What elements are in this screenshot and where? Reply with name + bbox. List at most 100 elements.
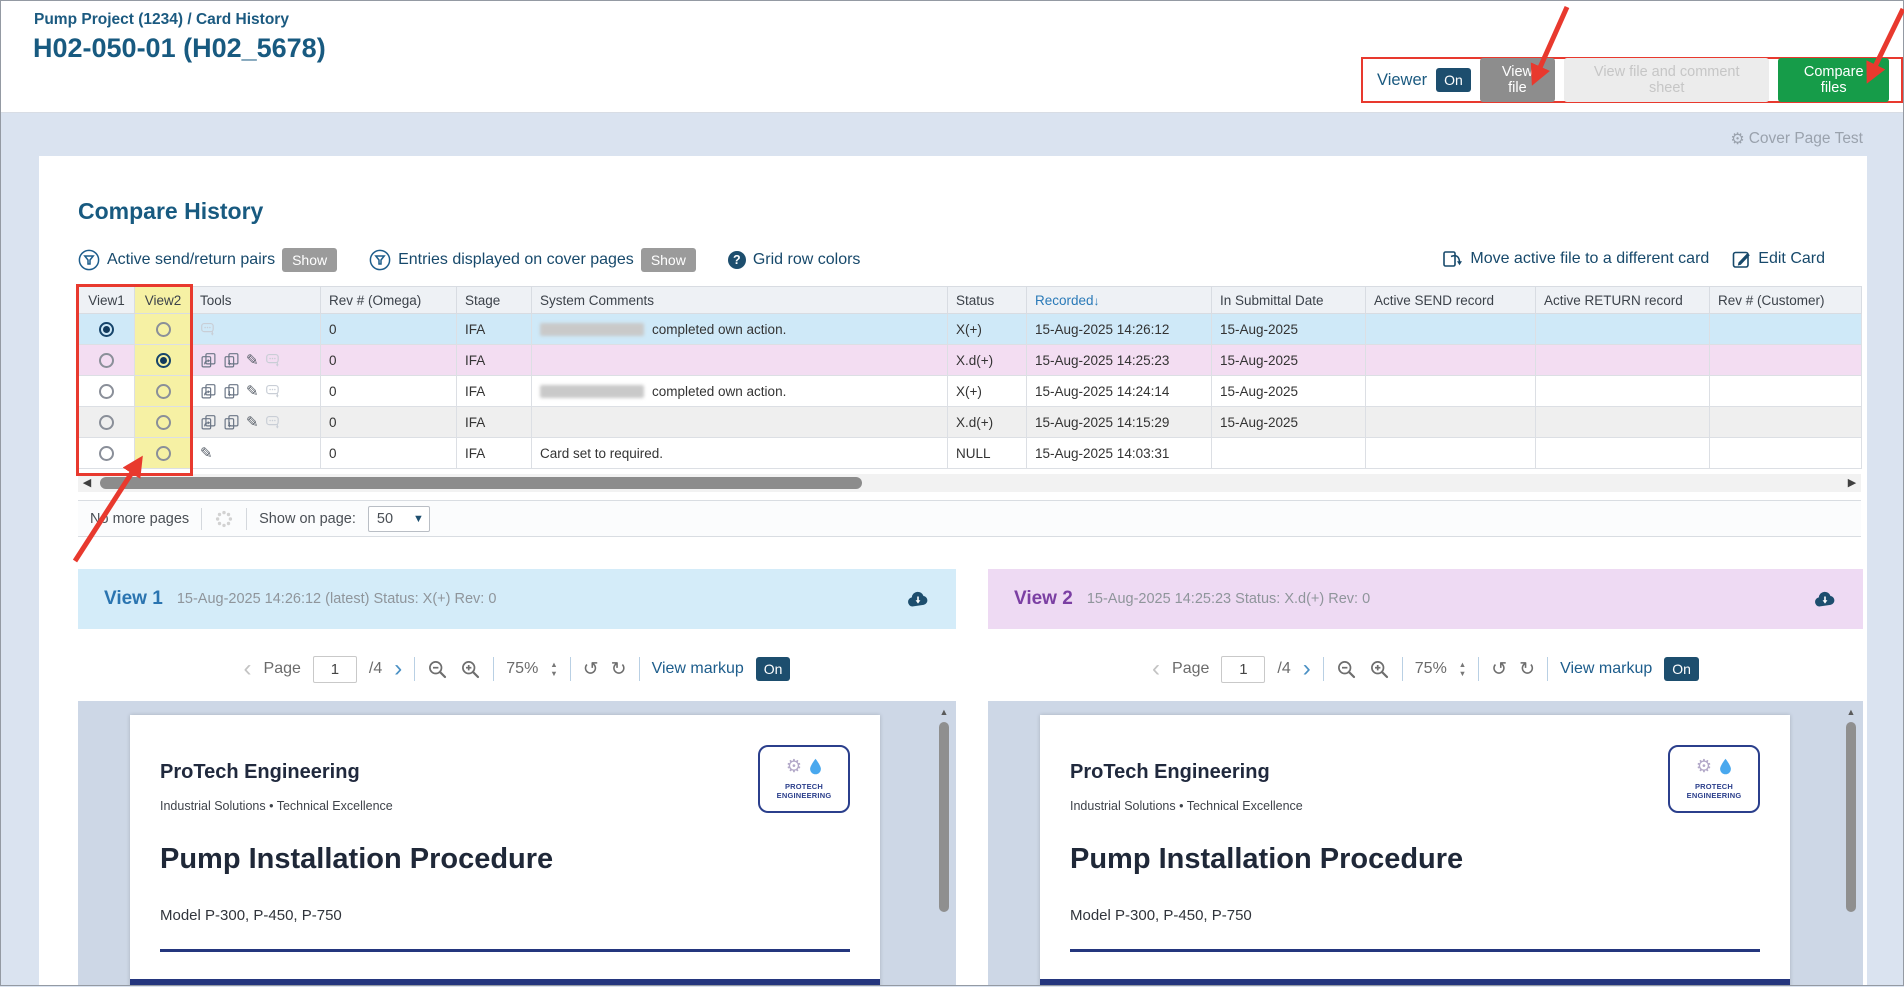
col-rev-omega[interactable]: Rev # (Omega)	[320, 286, 457, 314]
rotate-right-icon[interactable]: ↻	[1519, 658, 1536, 680]
page-size-select[interactable]: 50 ▼	[367, 505, 430, 532]
show-send-return-pairs-button[interactable]: Show	[282, 248, 338, 272]
move-active-file-link[interactable]: Move active file to a different card	[1441, 248, 1709, 270]
rev-customer-cell	[1709, 344, 1862, 376]
logo-text-line2: ENGINEERING	[776, 791, 832, 801]
cover-page-test-button[interactable]: ⚙ Cover Page Test	[1730, 129, 1863, 149]
rotate-left-icon[interactable]: ↺	[582, 658, 599, 680]
col-active-return-record[interactable]: Active RETURN record	[1535, 286, 1710, 314]
view2-radio[interactable]	[155, 445, 171, 461]
copy-file-down-icon[interactable]	[223, 414, 240, 431]
zoom-stepper[interactable]: ▲ ▼	[550, 660, 558, 678]
help-icon[interactable]: ?	[727, 251, 746, 269]
scroll-up-icon[interactable]: ▲	[939, 707, 949, 717]
document-vertical-scrollbar[interactable]: ▲	[938, 707, 950, 985]
view-markup-toggle[interactable]: On	[755, 657, 791, 681]
sort-descending-icon: ↓	[1093, 293, 1100, 308]
view-file-button[interactable]: View file	[1479, 58, 1556, 102]
copy-file-icon[interactable]	[200, 352, 217, 369]
col-system-comments[interactable]: System Comments	[531, 286, 948, 314]
scroll-right-icon[interactable]: ▶	[1847, 477, 1857, 489]
scroll-left-icon[interactable]: ◀	[82, 477, 92, 489]
zoom-stepper[interactable]: ▲ ▼	[1458, 660, 1467, 678]
document-vertical-scrollbar[interactable]: ▲	[1845, 707, 1857, 985]
rotate-right-icon[interactable]: ↻	[610, 658, 627, 680]
copy-file-down-icon[interactable]	[223, 352, 240, 369]
col-view1[interactable]: View1	[78, 286, 135, 314]
edit-pencil-icon[interactable]: ✎	[246, 382, 259, 400]
scrollbar-thumb[interactable]	[100, 477, 862, 489]
copy-file-icon[interactable]	[200, 414, 217, 431]
edit-pencil-icon[interactable]: ✎	[246, 351, 259, 369]
col-rev-customer[interactable]: Rev # (Customer)	[1709, 286, 1862, 314]
col-recorded[interactable]: Recorded↓	[1026, 286, 1212, 314]
zoom-in-icon[interactable]	[460, 659, 481, 680]
col-in-submittal-date[interactable]: In Submittal Date	[1211, 286, 1366, 314]
grid-horizontal-scrollbar[interactable]: ◀ ▶	[78, 474, 1861, 492]
in-submittal-date-cell: 15-Aug-2025	[1211, 406, 1366, 438]
compare-files-button[interactable]: Compare files	[1778, 58, 1889, 102]
show-cover-page-entries-button[interactable]: Show	[640, 248, 696, 272]
document-rule	[1070, 949, 1760, 952]
comment-sheet-download-icon[interactable]	[265, 414, 282, 431]
col-status[interactable]: Status	[947, 286, 1027, 314]
scrollbar-thumb[interactable]	[1846, 722, 1856, 912]
page-number-input[interactable]	[312, 655, 357, 683]
previous-page-icon[interactable]: ‹	[1152, 655, 1161, 682]
previous-page-icon[interactable]: ‹	[243, 655, 252, 682]
view1-radio[interactable]	[99, 321, 114, 337]
download-file-icon[interactable]	[1813, 590, 1837, 608]
filter-icon[interactable]	[78, 249, 100, 271]
col-active-send-record[interactable]: Active SEND record	[1365, 286, 1536, 314]
next-page-icon[interactable]: ›	[1302, 655, 1311, 682]
edit-pencil-icon[interactable]: ✎	[200, 444, 213, 462]
col-view2[interactable]: View2	[134, 286, 192, 314]
divider	[246, 507, 248, 530]
copy-file-icon[interactable]	[200, 383, 217, 400]
top-header: Pump Project (1234) / Card History H02-0…	[1, 1, 1903, 113]
scroll-up-icon[interactable]: ▲	[1846, 707, 1856, 717]
view1-radio[interactable]	[99, 414, 114, 430]
zoom-out-icon[interactable]	[1336, 659, 1357, 680]
col-tools[interactable]: Tools	[191, 286, 321, 314]
comment-sheet-download-icon[interactable]	[265, 352, 282, 369]
zoom-in-icon[interactable]	[1369, 659, 1390, 680]
view1-radio[interactable]	[99, 445, 114, 461]
viewer-2-toolbar: ‹ Page /4 › 75% ▲▼ ↺ ↻ View markup	[988, 653, 1863, 685]
rotate-left-icon[interactable]: ↺	[1491, 658, 1508, 680]
edit-card-link[interactable]: Edit Card	[1731, 248, 1825, 270]
scrollbar-thumb[interactable]	[939, 722, 949, 912]
viewer-label: Viewer	[1377, 70, 1428, 89]
scrollbar-track[interactable]	[96, 476, 1843, 490]
edit-pencil-icon[interactable]: ✎	[246, 413, 259, 431]
page-number-input[interactable]	[1221, 655, 1266, 683]
view2-radio[interactable]	[155, 321, 171, 337]
download-file-icon[interactable]	[906, 590, 930, 608]
zoom-out-icon[interactable]	[427, 659, 448, 680]
in-submittal-date-cell: 15-Aug-2025	[1211, 344, 1366, 376]
table-row: 0 IFA completed own action. X(+) 15-Aug-…	[78, 313, 1862, 345]
copy-file-down-icon[interactable]	[223, 383, 240, 400]
company-logo: ⚙ PROTECH ENGINEERING	[758, 745, 850, 813]
viewer-2-panel: View 2 15-Aug-2025 14:25:23 Status: X.d(…	[988, 569, 1863, 985]
breadcrumb[interactable]: Pump Project (1234) / Card History	[34, 11, 289, 28]
view-markup-toggle[interactable]: On	[1664, 657, 1699, 681]
active-send-record-cell	[1365, 437, 1536, 469]
in-submittal-date-cell: 15-Aug-2025	[1211, 375, 1366, 407]
filter-icon[interactable]	[369, 249, 391, 271]
company-logo: ⚙ PROTECH ENGINEERING	[1668, 745, 1760, 813]
view2-radio[interactable]	[155, 414, 171, 430]
grid-row-colors: ? Grid row colors	[727, 251, 860, 269]
viewer-1-document-area: ProTech Engineering Industrial Solutions…	[78, 701, 956, 985]
comment-sheet-download-icon[interactable]	[200, 321, 217, 338]
col-stage[interactable]: Stage	[456, 286, 532, 314]
active-return-record-cell	[1535, 313, 1710, 345]
comment-sheet-download-icon[interactable]	[265, 383, 282, 400]
viewer-on-toggle[interactable]: On	[1436, 68, 1471, 92]
view2-radio[interactable]	[155, 383, 171, 399]
view2-radio[interactable]	[155, 352, 171, 368]
view-file-and-comment-sheet-button[interactable]: View file and comment sheet	[1564, 58, 1770, 102]
view1-radio[interactable]	[99, 352, 114, 368]
next-page-icon[interactable]: ›	[394, 655, 403, 682]
view1-radio[interactable]	[99, 383, 114, 399]
